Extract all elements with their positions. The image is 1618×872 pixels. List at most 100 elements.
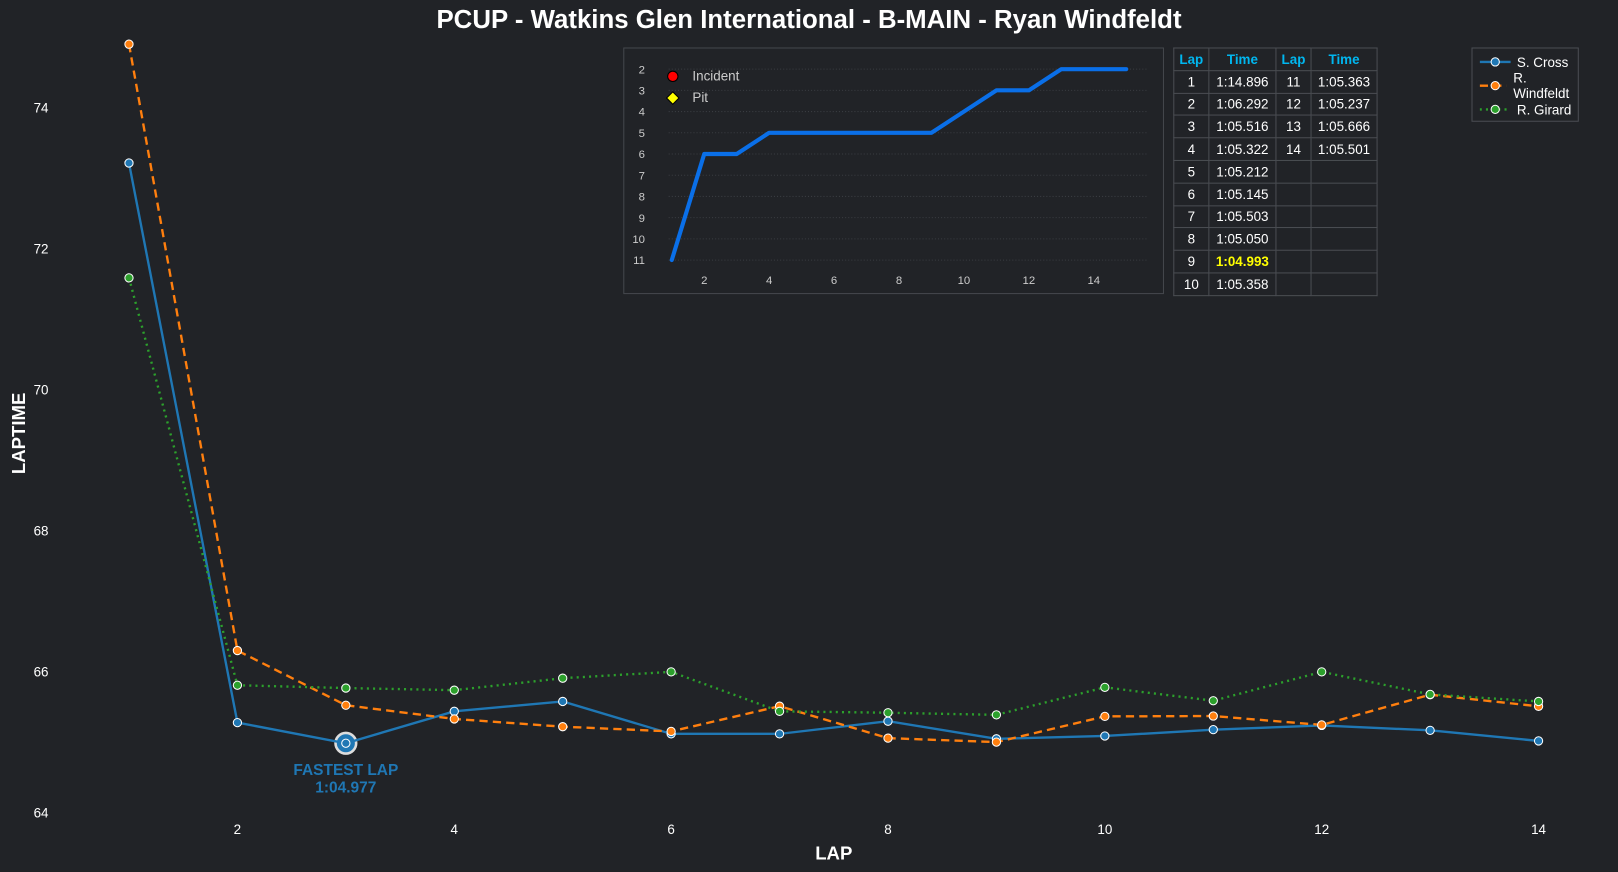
data-point [558,696,568,707]
data-point [232,717,243,728]
data-point [666,726,676,737]
data-point [232,680,243,690]
x-tick-label: 12 [1314,822,1329,837]
legend-marker [1490,57,1500,67]
y-tick-label: 5 [639,128,645,140]
position-line [669,67,1129,263]
data-point [1100,711,1110,722]
x-tick-label: 10 [958,275,971,287]
table-row: 1 1:14.896 11 1:05.363 [1173,69,1378,94]
lap-number-cell: 13 [1275,114,1312,139]
y-tick-label: 70 [34,382,49,397]
legend-item: S. Cross [1473,52,1578,73]
legend-line-icon [1479,81,1508,91]
data-point [1208,711,1218,721]
data-point [341,738,351,748]
y-tick-label: 72 [34,241,49,256]
lap-time-cell: 1:05.145 [1208,182,1277,206]
lap-number-cell: 11 [1275,69,1312,94]
data-point [774,729,785,739]
lap-time-cell: 1:14.896 [1208,69,1277,94]
x-tick-label: 6 [831,275,837,287]
table-row: 3 1:05.516 13 1:05.666 [1173,114,1378,139]
x-tick-label: 8 [896,275,902,287]
data-point [1317,720,1327,730]
legend-line-icon [1479,104,1511,115]
data-point [449,714,459,724]
lap-time-cell: 1:05.666 [1310,114,1378,139]
data-point [774,706,785,716]
lap-number-cell: 2 [1173,92,1210,116]
legend-line-icon [1479,57,1511,67]
fastest-lap-label: FASTEST LAP [293,762,398,779]
data-point [1100,682,1110,693]
lap-number-cell: 5 [1173,159,1210,184]
column-header: Lap [1275,47,1312,71]
data-point [232,645,243,656]
legend-label-pit: Pit [692,90,708,105]
x-tick-label: 10 [1097,822,1112,837]
lap-number-cell [1275,204,1312,229]
lap-time-cell [1310,272,1378,296]
fastest-lap-time: 1:04.977 [315,779,376,796]
pit-icon [665,91,680,105]
y-tick-label: 74 [34,100,49,115]
x-tick-label: 4 [766,275,772,287]
data-point [558,722,568,732]
table-row: 10 1:05.358 [1173,272,1378,296]
x-tick-label: 14 [1087,275,1100,287]
table-row: 6 1:05.145 [1173,182,1378,206]
legend-item: R. Windfeldt [1473,70,1578,101]
y-tick-label: 11 [633,255,645,267]
table-row: 9 1:04.993 [1173,249,1378,274]
lap-number-cell: 10 [1173,272,1210,296]
data-point [1100,731,1110,741]
lap-time-cell [1310,204,1378,229]
y-tick-label: 64 [34,805,49,820]
table-row: 2 1:06.292 12 1:05.237 [1173,92,1378,116]
lap-number-cell: 12 [1275,92,1312,116]
legend: S. Cross R. Windfeldt R. Girard [1471,47,1579,122]
lap-time-cell: 1:05.516 [1208,114,1277,139]
legend-label: R. Windfeldt [1513,70,1570,102]
lap-number-cell: 9 [1173,249,1210,274]
table-header: Lap Time Lap Time [1173,47,1378,71]
data-point [883,708,893,718]
data-point [1533,736,1544,746]
lap-time-cell [1310,249,1378,274]
data-point [558,673,568,683]
table-row: 5 1:05.212 [1173,159,1378,184]
lap-time-cell: 1:05.212 [1208,159,1277,184]
x-tick-label: 8 [884,822,891,837]
inset-frame [623,47,1164,295]
lap-time-cell: 1:05.501 [1310,137,1378,161]
series-r-girard [124,273,1544,720]
data-point [666,667,676,677]
y-axis-label: LAPTIME [8,393,29,474]
y-tick-label: 9 [639,213,645,225]
data-point [341,683,351,693]
lap-time-cell: 1:05.503 [1208,204,1277,229]
lap-time-cell [1310,159,1378,184]
lap-number-cell [1275,159,1312,184]
lap-number-cell: 4 [1173,137,1210,161]
lap-time-cell [1310,182,1378,206]
data-point [124,158,134,168]
legend-marker [1490,81,1500,91]
x-tick-label: 6 [667,822,674,837]
lap-number-cell: 1 [1173,69,1210,94]
lap-time-cell: 1:05.050 [1208,227,1277,251]
lap-time-cell: 1:06.292 [1208,92,1277,116]
data-point [1425,689,1435,700]
legend-label-incident: Incident [692,68,739,83]
y-tick-label: 68 [34,523,49,538]
lap-number-cell [1275,182,1312,206]
y-tick-label: 6 [639,149,645,161]
chart-title: PCUP - Watkins Glen International - B-MA… [436,5,1182,35]
lap-number-cell: 8 [1173,227,1210,251]
data-point [1317,667,1327,677]
legend-label: R. Girard [1516,101,1572,118]
column-header: Time [1208,47,1277,71]
